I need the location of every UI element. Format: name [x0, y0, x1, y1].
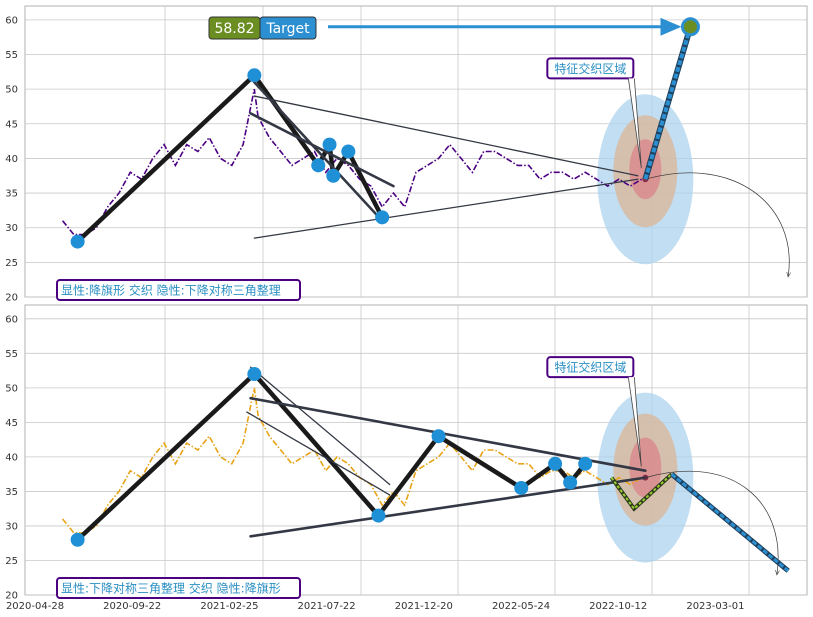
- forecast-projection: [670, 473, 790, 572]
- pattern-line: [246, 411, 391, 496]
- y-tick-label: 30: [5, 521, 18, 532]
- y-tick-label: 25: [5, 556, 18, 567]
- y-tick-label: 55: [5, 349, 18, 360]
- pivot-marker: [578, 456, 593, 471]
- pivot-marker: [431, 429, 446, 444]
- target-label-box: [259, 16, 317, 40]
- pivot-marker: [514, 480, 529, 495]
- forecast-path-dash: [610, 473, 673, 511]
- x-tick-label: 2021-12-20: [395, 601, 453, 612]
- pattern-annotation-box: [56, 577, 301, 599]
- zone-label-box: [546, 356, 635, 379]
- price-series-line: [61, 88, 643, 236]
- y-tick-label: 45: [5, 119, 18, 130]
- pattern-line: [249, 112, 395, 188]
- target-label: Target: [265, 21, 310, 37]
- pattern-line: [249, 366, 391, 486]
- pattern-line: [252, 371, 381, 518]
- pivot-marker: [70, 234, 85, 249]
- x-tick-label: 2021-02-25: [200, 601, 258, 612]
- y-tick-label: 55: [5, 50, 18, 61]
- pattern-line: [436, 433, 524, 491]
- pattern-annotation-box: [56, 279, 301, 301]
- pivot-marker: [322, 137, 337, 152]
- pattern-line: [253, 80, 384, 223]
- y-tick-label: 25: [5, 258, 18, 269]
- forecast-curve: [645, 470, 778, 574]
- pivot-marker: [548, 456, 563, 471]
- x-tick-label: 2023-03-01: [686, 601, 744, 612]
- y-tick-label: 60: [5, 15, 18, 26]
- pattern-annotation: 显性:下降对称三角整理 交织 隐性:降旗形: [61, 581, 281, 596]
- pattern-line: [252, 73, 321, 168]
- pivot-marker: [247, 68, 262, 83]
- zone-label: 特征交织区域: [554, 61, 626, 76]
- x-tick-label: 2022-10-12: [589, 601, 647, 612]
- pivot-marker: [247, 367, 262, 382]
- x-tick-label: 2020-04-28: [6, 601, 64, 612]
- y-tick-label: 60: [5, 314, 18, 325]
- zone-pointer-arrow: [627, 78, 642, 169]
- pivot-marker: [563, 475, 578, 490]
- target-marker: [680, 17, 700, 37]
- pattern-line: [249, 396, 647, 473]
- zone-inner: [629, 437, 662, 498]
- pattern-line: [75, 73, 257, 244]
- zone-pointer-arrow: [627, 377, 642, 467]
- zone-label-box: [546, 57, 635, 80]
- pivot-marker: [70, 532, 85, 547]
- x-tick-label: 2021-07-22: [298, 601, 356, 612]
- pattern-line: [249, 476, 647, 538]
- y-tick-label: 50: [5, 383, 18, 394]
- x-tick-label: 2020-09-22: [103, 601, 161, 612]
- y-tick-label: 35: [5, 189, 18, 200]
- pattern-line: [253, 95, 639, 177]
- zone-label: 特征交织区域: [554, 360, 626, 375]
- y-tick-label: 40: [5, 452, 18, 463]
- pivot-marker: [326, 168, 341, 183]
- y-tick-label: 40: [5, 154, 18, 165]
- y-tick-label: 20: [5, 591, 18, 602]
- pattern-line: [346, 149, 385, 220]
- y-tick-label: 50: [5, 85, 18, 96]
- y-tick-label: 30: [5, 223, 18, 234]
- pattern-annotation: 显性:降旗形 交织 隐性:下降对称三角整理: [61, 283, 281, 298]
- y-tick-label: 45: [5, 418, 18, 429]
- target-arrow: [643, 26, 693, 180]
- pivot-marker: [371, 508, 386, 523]
- x-tick-label: 2022-05-24: [492, 601, 550, 612]
- pivot-marker: [341, 144, 356, 159]
- target-value: 58.82: [214, 21, 254, 37]
- pattern-line: [253, 178, 639, 239]
- forecast-curve: [645, 172, 789, 276]
- pattern-line: [75, 371, 257, 543]
- y-tick-label: 35: [5, 487, 18, 498]
- pivot-marker: [375, 210, 390, 225]
- pivot-marker: [311, 158, 326, 173]
- pattern-line: [376, 433, 441, 518]
- y-tick-label: 20: [5, 293, 18, 304]
